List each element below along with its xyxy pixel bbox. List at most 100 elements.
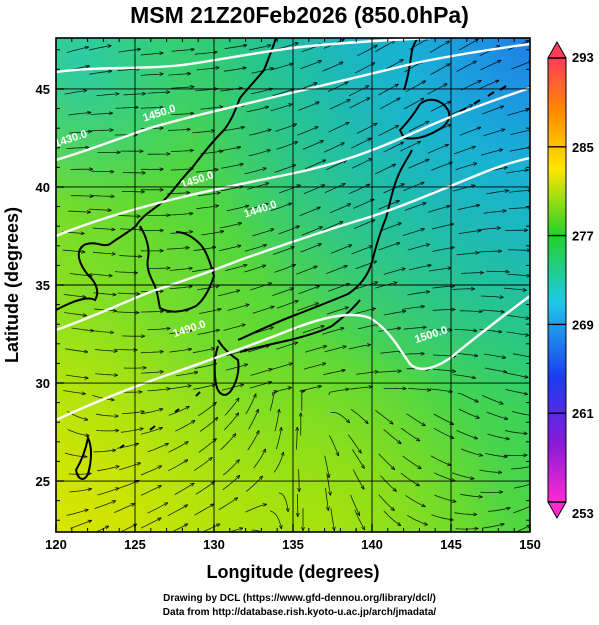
credit-drawing: Drawing by DCL (https://www.gfd-dennou.o… [163, 593, 436, 604]
wind-streamline [400, 141, 420, 152]
wind-streamline [70, 520, 92, 529]
wind-streamline [354, 509, 365, 530]
wind-streamline [68, 112, 91, 116]
wind-streamline [175, 372, 198, 377]
wind-streamline [460, 81, 481, 91]
wind-streamline [455, 352, 478, 356]
wind-streamline [174, 483, 194, 495]
wind-streamline [64, 312, 86, 316]
wind-streamline [246, 107, 269, 113]
x-tick-label: 140 [361, 537, 383, 552]
wind-streamline [351, 159, 372, 169]
wind-streamline [375, 164, 395, 175]
wind-streamline [119, 524, 137, 532]
wind-streamline [482, 524, 504, 529]
wind-streamline [140, 372, 163, 374]
wind-streamline [405, 495, 425, 507]
wind-streamline [378, 371, 401, 372]
wind-streamline [117, 215, 140, 216]
wind-streamline [403, 98, 424, 110]
wind-streamline [380, 98, 400, 110]
wind-streamline [350, 387, 372, 390]
wind-streamline [383, 268, 406, 275]
wind-streamline [247, 345, 270, 353]
wind-streamline [223, 324, 246, 331]
wind-streamline [454, 512, 477, 515]
wind-streamline [218, 147, 241, 152]
wind-streamline [140, 518, 161, 529]
wind-streamline [221, 164, 243, 169]
wind-streamline [354, 63, 375, 74]
wind-streamline [250, 283, 271, 291]
wind-streamline [193, 385, 215, 390]
wind-streamline [295, 83, 317, 92]
wind-streamline [402, 306, 424, 310]
wind-streamline [194, 52, 217, 55]
wind-streamline [485, 453, 507, 456]
wind-streamline [96, 430, 118, 431]
y-tick-label: 40 [36, 180, 50, 195]
map-title: MSM 21Z20Feb2026 (850.0hPa) [130, 2, 469, 28]
colorbar-min-arrow [547, 501, 567, 520]
wind-streamline [480, 60, 501, 71]
wind-streamline [217, 290, 240, 297]
colorbar-tick-label: 285 [572, 140, 594, 155]
wind-streamline [432, 247, 454, 252]
wind-streamline [302, 141, 324, 150]
wind-streamline [94, 349, 117, 351]
wind-streamline [428, 206, 450, 213]
wind-streamline [457, 205, 480, 211]
wind-streamline [408, 159, 430, 169]
wind-streamline [298, 286, 319, 295]
wind-streamline [505, 389, 528, 395]
wind-streamline [89, 273, 112, 276]
wind-streamline [195, 169, 218, 173]
wind-streamline [456, 253, 479, 256]
wind-streamline [322, 222, 343, 231]
wind-streamline [303, 185, 325, 195]
wind-streamline [478, 228, 500, 231]
wind-streamline [330, 508, 335, 530]
wind-streamline [303, 363, 326, 370]
wind-streamline [380, 351, 402, 354]
wind-streamline [197, 193, 220, 197]
wind-streamline [480, 150, 503, 156]
wind-streamline [299, 469, 300, 491]
wind-streamline [407, 292, 430, 296]
wind-streamline [113, 504, 134, 513]
wind-streamline [302, 326, 324, 334]
wind-streamline [378, 494, 395, 511]
wind-streamline [322, 328, 344, 335]
wind-streamline [457, 392, 479, 402]
y-tick-label: 25 [36, 474, 50, 489]
wind-streamline [375, 41, 395, 52]
wind-streamline [115, 107, 138, 108]
wind-streamline [88, 209, 111, 210]
wind-streamline [69, 131, 91, 133]
wind-streamline [300, 61, 322, 70]
wind-streamline [403, 327, 426, 330]
wind-streamline [273, 452, 283, 473]
wind-streamline [348, 86, 369, 97]
wind-streamline [250, 369, 273, 376]
wind-streamline [356, 123, 377, 134]
wind-streamline [326, 307, 348, 315]
wind-streamline [300, 244, 322, 253]
wind-streamline [324, 184, 345, 194]
wind-streamline [191, 268, 214, 272]
wind-streamline [405, 81, 426, 93]
wind-streamline [460, 493, 482, 497]
wind-streamline [121, 411, 144, 414]
wind-streamline [218, 498, 238, 511]
wind-streamline [508, 208, 530, 209]
wind-streamline [269, 391, 277, 411]
wind-streamline [93, 450, 115, 452]
wind-streamline [252, 306, 274, 314]
wind-streamline [169, 331, 192, 334]
wind-streamline [296, 266, 317, 275]
height-contours [56, 38, 530, 422]
wind-streamline [248, 45, 271, 51]
wind-streamline [222, 460, 239, 476]
wind-streamline [304, 160, 326, 170]
